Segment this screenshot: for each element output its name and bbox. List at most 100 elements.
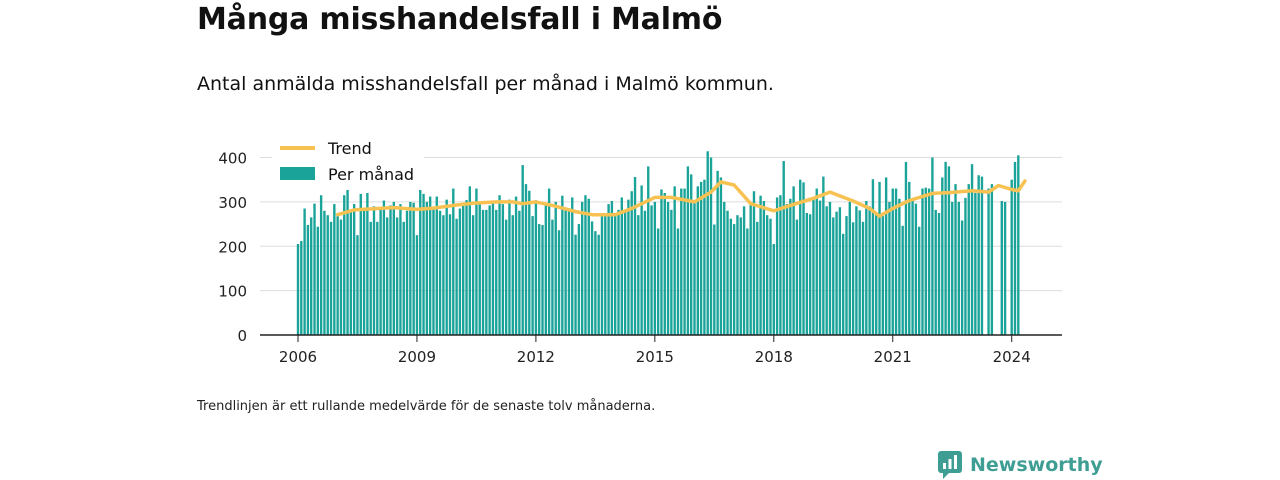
- bar: [851, 222, 855, 335]
- bar: [719, 177, 723, 335]
- bar: [580, 201, 584, 335]
- bar: [878, 181, 881, 335]
- bar: [442, 215, 445, 335]
- bar: [656, 228, 660, 335]
- bar: [723, 201, 726, 335]
- bar: [686, 166, 690, 335]
- bar: [808, 214, 812, 335]
- bar: [561, 195, 564, 335]
- bar: [640, 185, 643, 335]
- bar: [841, 233, 845, 335]
- bar: [590, 221, 594, 335]
- bar: [676, 228, 680, 335]
- bar: [789, 198, 792, 335]
- bar: [802, 182, 805, 335]
- bar: [514, 196, 518, 335]
- bar: [521, 165, 524, 335]
- bar: [395, 217, 399, 335]
- bar: [356, 235, 359, 335]
- bar: [868, 206, 871, 335]
- bar: [296, 244, 300, 335]
- bar: [415, 235, 419, 335]
- bar: [432, 207, 435, 335]
- bar: [766, 215, 769, 335]
- bar: [683, 188, 686, 335]
- bar: [908, 181, 911, 335]
- bar: [884, 177, 888, 335]
- bar: [495, 209, 498, 335]
- trend-line: [335, 179, 1027, 218]
- bar: [564, 208, 567, 335]
- bar: [709, 157, 713, 335]
- brand-name: Newsworthy: [970, 454, 1103, 476]
- bar: [323, 210, 326, 335]
- bar: [749, 201, 752, 335]
- bar: [901, 225, 904, 335]
- bar: [756, 221, 759, 335]
- footnote: Trendlinjen är ett rullande medelvärde f…: [197, 399, 656, 414]
- bar: [610, 200, 614, 335]
- bar: [551, 219, 554, 335]
- bar: [947, 166, 951, 335]
- bar: [376, 221, 379, 335]
- bar: [366, 193, 369, 335]
- bar: [491, 200, 495, 335]
- bar: [1010, 179, 1013, 335]
- bar: [637, 215, 640, 335]
- bar: [310, 217, 313, 335]
- bar-series: [296, 151, 1020, 335]
- bar: [346, 181, 349, 335]
- bar: [742, 206, 746, 335]
- bar: [970, 164, 974, 335]
- bar: [448, 214, 452, 335]
- bar: [386, 217, 389, 335]
- bar: [693, 201, 696, 335]
- bar: [501, 204, 505, 335]
- bar: [805, 212, 809, 335]
- y-tick-label: 200: [218, 238, 247, 256]
- bar: [670, 209, 673, 335]
- x-tick-label: 2006: [279, 348, 317, 366]
- bar: [306, 224, 310, 335]
- bar: [458, 208, 462, 335]
- bar: [399, 204, 402, 335]
- bar: [782, 161, 785, 335]
- bar: [369, 221, 372, 335]
- bar: [954, 184, 957, 335]
- bar: [779, 195, 782, 335]
- bar: [746, 228, 749, 335]
- legend-bar-swatch: [280, 167, 315, 180]
- bar: [544, 203, 548, 335]
- bar: [822, 176, 825, 335]
- bar: [931, 157, 934, 335]
- bar: [1003, 201, 1007, 335]
- bar: [547, 188, 551, 335]
- bar: [336, 215, 339, 335]
- bar: [752, 191, 756, 335]
- bar: [425, 201, 429, 335]
- bar: [389, 205, 392, 335]
- bar: [607, 204, 610, 335]
- bar: [339, 219, 343, 335]
- bar: [402, 221, 405, 335]
- bar: [567, 209, 571, 335]
- y-tick-label: 100: [218, 283, 247, 301]
- bar: [987, 188, 990, 335]
- bar: [392, 201, 396, 335]
- bar: [881, 216, 885, 335]
- bar: [673, 186, 676, 335]
- bar: [352, 204, 356, 335]
- bar: [300, 240, 303, 335]
- bar: [927, 188, 931, 335]
- bar: [471, 215, 475, 335]
- brand-logo[interactable]: Newsworthy: [938, 450, 1103, 480]
- bar: [452, 188, 455, 335]
- trend-series: [335, 179, 1027, 218]
- bar: [875, 214, 878, 335]
- bar: [858, 210, 861, 335]
- bar: [485, 209, 488, 335]
- bar: [468, 186, 472, 335]
- bar: [647, 166, 650, 335]
- bar: [772, 244, 775, 335]
- bar: [898, 198, 901, 335]
